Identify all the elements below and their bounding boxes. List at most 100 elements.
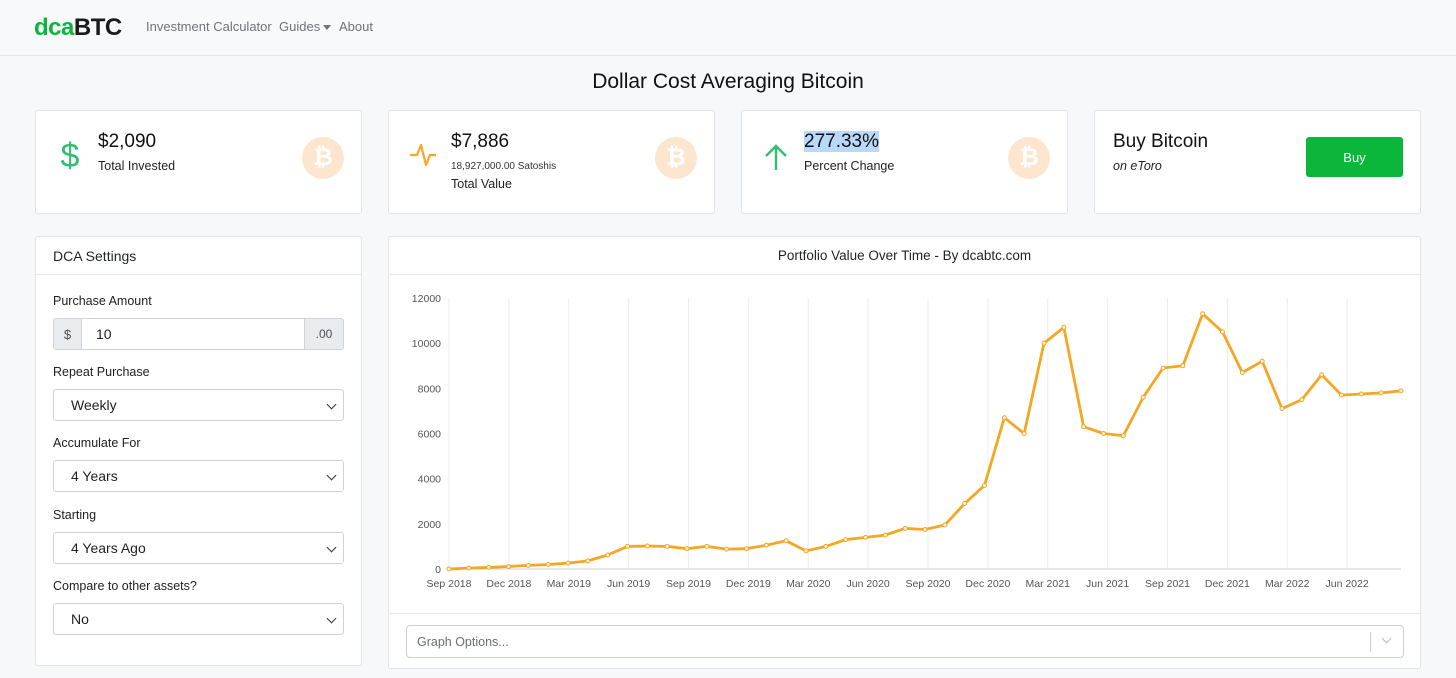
data-point	[942, 522, 948, 528]
data-point	[1378, 390, 1384, 396]
arrow-up-icon	[765, 144, 787, 170]
y-tick-label: 10000	[412, 338, 441, 350]
data-point	[1220, 329, 1225, 335]
x-tick-label: Dec 2020	[965, 578, 1010, 590]
data-point	[1398, 388, 1404, 394]
purchase-amount-label: Purchase Amount	[53, 294, 152, 308]
nav-guides[interactable]: Guides	[279, 19, 332, 34]
chevron-down-icon	[326, 470, 337, 481]
y-tick-label: 4000	[418, 474, 442, 486]
total-value-value: $7,886	[451, 131, 510, 152]
compare-value: No	[71, 611, 89, 627]
satoshis-value: 18,927,000.00 Satoshis	[451, 161, 557, 172]
navbar: dcaBTC Investment Calculator Guides Abou…	[0, 0, 1456, 56]
accumulate-for-value: 4 Years	[71, 468, 118, 484]
starting-label: Starting	[53, 508, 97, 522]
data-point	[605, 552, 611, 558]
x-tick-label: Dec 2021	[1205, 578, 1250, 590]
percent-change-label: Percent Change	[804, 159, 895, 173]
purchase-amount-group: $ 10 .00	[53, 318, 344, 350]
y-tick-label: 6000	[418, 429, 442, 441]
x-tick-label: Jun 2021	[1086, 578, 1129, 590]
chevron-down-icon	[323, 25, 332, 31]
data-point	[565, 560, 571, 566]
data-point	[506, 564, 511, 570]
data-point	[882, 532, 888, 538]
accumulate-for-label: Accumulate For	[53, 436, 141, 450]
chevron-down-icon	[1381, 633, 1392, 644]
starting-select[interactable]: 4 Years Ago	[53, 532, 344, 564]
chevron-down-icon	[326, 399, 337, 410]
data-point	[902, 525, 908, 531]
x-tick-label: Sep 2018	[427, 578, 472, 590]
y-tick-label: 8000	[418, 383, 442, 395]
total-value-label: Total Value	[451, 177, 512, 191]
dca-settings-title: DCA Settings	[36, 237, 361, 275]
purchase-amount-value: 10	[96, 326, 112, 342]
data-point	[863, 534, 868, 540]
page-title: Dollar Cost Averaging Bitcoin	[592, 70, 864, 93]
graph-options-separator	[1370, 632, 1371, 652]
x-tick-label: Sep 2020	[906, 578, 951, 590]
y-tick-label: 0	[435, 564, 441, 576]
compare-select[interactable]: No	[53, 603, 344, 635]
repeat-purchase-select[interactable]: Weekly	[53, 389, 344, 421]
data-point	[1239, 370, 1245, 376]
data-point	[1358, 391, 1364, 397]
data-point	[1259, 358, 1265, 364]
x-tick-label: Sep 2019	[666, 578, 711, 590]
data-point	[545, 561, 551, 567]
x-tick-label: Dec 2018	[486, 578, 531, 590]
data-point	[1160, 365, 1166, 371]
buy-button[interactable]: Buy	[1306, 137, 1403, 177]
brand-logo[interactable]: dcaBTC	[34, 14, 122, 42]
brand-btc: BTC	[73, 14, 122, 41]
data-point	[744, 546, 749, 552]
brand-dca: dca	[34, 14, 74, 41]
data-point	[644, 543, 650, 549]
data-point	[1279, 406, 1285, 412]
data-point	[1101, 431, 1106, 436]
data-point	[763, 542, 769, 548]
bitcoin-icon: ₿	[655, 137, 697, 179]
data-point	[664, 543, 670, 549]
data-point	[962, 501, 968, 507]
buy-title: Buy Bitcoin	[1113, 131, 1209, 152]
data-point	[1299, 397, 1305, 403]
portfolio-chart-card: Portfolio Value Over Time - By dcabtc.co…	[388, 236, 1421, 669]
buy-card: Buy Bitcoin on eToro Buy	[1094, 110, 1421, 214]
accumulate-for-select[interactable]: 4 Years	[53, 460, 344, 492]
x-tick-label: Dec 2019	[726, 578, 771, 590]
data-point	[1319, 372, 1325, 378]
data-point	[1120, 433, 1126, 439]
stat-card-invested: $ $2,090 Total Invested ₿	[35, 110, 362, 214]
bitcoin-icon: ₿	[302, 137, 344, 179]
x-tick-label: Jun 2022	[1326, 578, 1369, 590]
data-point	[466, 565, 472, 571]
data-point	[982, 482, 987, 488]
starting-value: 4 Years Ago	[71, 540, 146, 556]
chevron-down-icon	[326, 613, 337, 624]
data-point	[1180, 363, 1186, 369]
nav-about[interactable]: About	[339, 19, 373, 34]
purchase-amount-input[interactable]: 10	[81, 318, 305, 350]
data-point	[525, 562, 531, 568]
dca-settings-card: DCA Settings Purchase Amount $ 10 .00 Re…	[35, 236, 362, 666]
chevron-down-icon	[326, 542, 337, 553]
pulse-icon	[410, 143, 436, 167]
data-point	[585, 558, 591, 564]
repeat-purchase-value: Weekly	[71, 397, 117, 413]
stat-card-percent-change: 277.33% Percent Change ₿	[741, 110, 1068, 214]
percent-change-value: 277.33%	[804, 131, 880, 153]
data-point	[1200, 311, 1206, 317]
data-point	[486, 564, 492, 570]
dollar-icon: $	[61, 137, 80, 173]
x-tick-label: Mar 2022	[1265, 578, 1310, 590]
data-point	[823, 543, 829, 549]
y-tick-label: 2000	[418, 519, 442, 531]
graph-options-select[interactable]: Graph Options...	[406, 625, 1404, 658]
nav-investment-calculator[interactable]: Investment Calculator	[146, 19, 272, 34]
data-point	[1001, 415, 1007, 421]
y-tick-label: 12000	[412, 293, 441, 305]
data-point	[446, 566, 452, 572]
